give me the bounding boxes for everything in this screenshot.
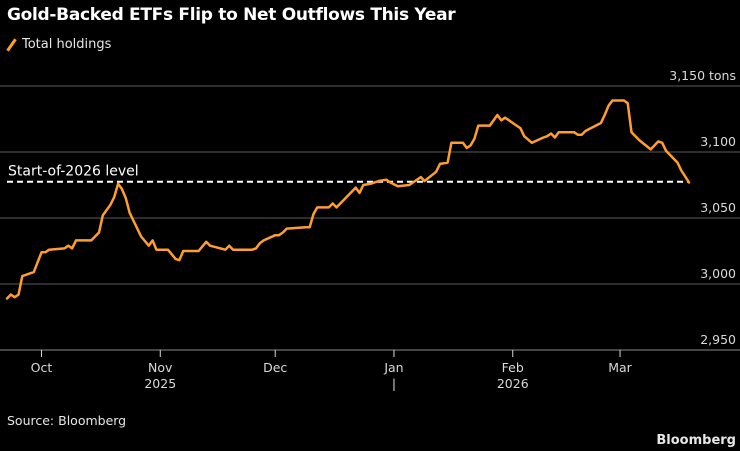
y-tick-label: 2,950 xyxy=(700,332,736,347)
series-line xyxy=(5,99,691,300)
legend-label: Total holdings xyxy=(22,37,112,52)
source-note: Source: Bloomberg xyxy=(7,413,127,428)
year-label: 2025 xyxy=(144,376,176,391)
y-tick-label: 3,000 xyxy=(700,266,736,281)
x-tick-label: Mar xyxy=(608,360,632,375)
chart-title: Gold-Backed ETFs Flip to Net Outflows Th… xyxy=(7,5,456,25)
legend: Total holdings xyxy=(6,37,111,52)
bloomberg-logo: Bloomberg xyxy=(656,433,736,448)
x-tick-label: Feb xyxy=(502,360,524,375)
x-tick-label: Dec xyxy=(263,360,287,375)
y-tick-label: 3,050 xyxy=(700,200,736,215)
reference-line-label: Start-of-2026 level xyxy=(8,164,139,180)
y-tick-label: 3,150 tons xyxy=(669,68,736,83)
x-tick-label: Jan xyxy=(383,360,403,375)
x-tick-label: Oct xyxy=(31,360,53,375)
x-tick-label: Nov xyxy=(148,360,173,375)
year-label: 2026 xyxy=(497,376,529,391)
year-separator: | xyxy=(392,376,396,391)
y-tick-label: 3,100 xyxy=(700,134,736,149)
